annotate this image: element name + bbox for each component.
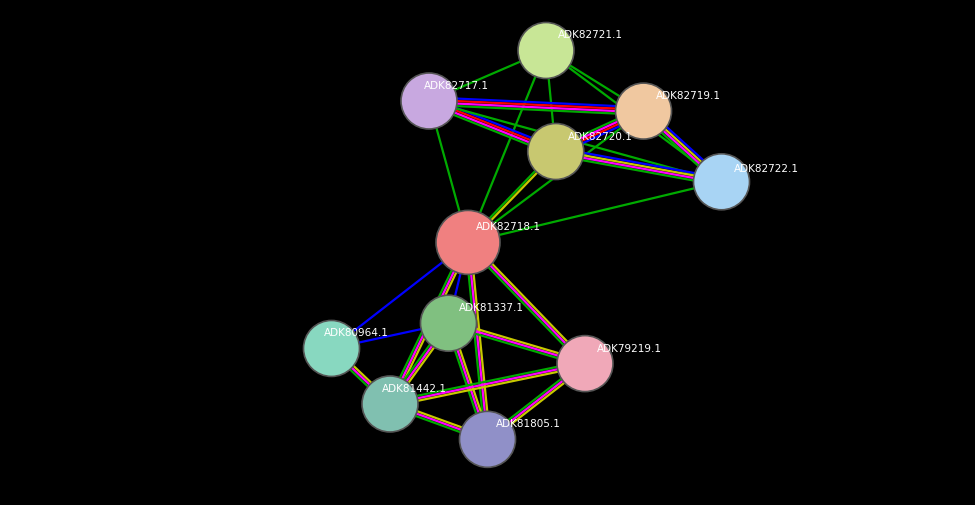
Ellipse shape — [527, 124, 584, 179]
Ellipse shape — [436, 211, 500, 274]
Ellipse shape — [401, 73, 457, 129]
Text: ADK82722.1: ADK82722.1 — [733, 164, 799, 174]
Text: ADK81442.1: ADK81442.1 — [382, 384, 447, 394]
Ellipse shape — [459, 412, 516, 467]
Ellipse shape — [693, 154, 750, 210]
Text: ADK82718.1: ADK82718.1 — [476, 222, 541, 232]
Text: ADK81337.1: ADK81337.1 — [458, 303, 524, 313]
Ellipse shape — [303, 321, 360, 376]
Ellipse shape — [362, 376, 418, 432]
Ellipse shape — [420, 295, 477, 351]
Text: ADK82721.1: ADK82721.1 — [558, 30, 623, 40]
Text: ADK82720.1: ADK82720.1 — [567, 131, 633, 141]
Text: ADK82717.1: ADK82717.1 — [424, 81, 489, 91]
Text: ADK80964.1: ADK80964.1 — [324, 328, 388, 338]
Ellipse shape — [615, 83, 672, 139]
Ellipse shape — [518, 23, 574, 78]
Text: ADK81805.1: ADK81805.1 — [495, 419, 561, 429]
Text: ADK79219.1: ADK79219.1 — [597, 343, 662, 354]
Ellipse shape — [557, 336, 613, 391]
Text: ADK82719.1: ADK82719.1 — [655, 91, 721, 101]
